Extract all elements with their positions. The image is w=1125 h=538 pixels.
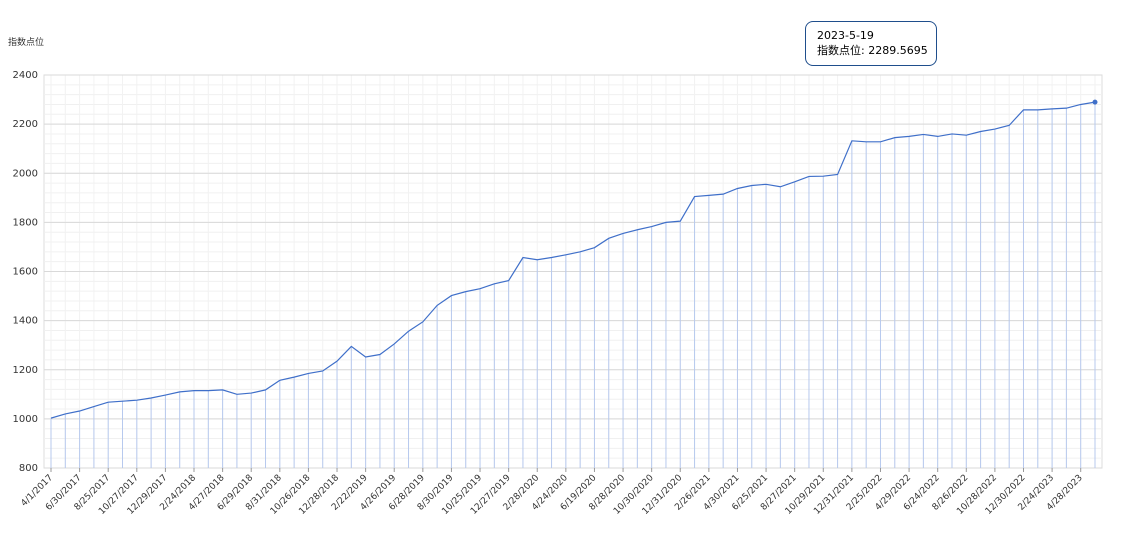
y-tick-label: 1200 [13,365,38,376]
y-tick-label: 800 [19,463,38,474]
y-tick-label: 1400 [13,316,38,327]
y-tick-label: 1800 [13,217,38,228]
y-tick-label: 1000 [13,414,38,425]
y-tick-label: 2400 [13,70,38,81]
series-line [50,101,1096,419]
highlight-point [1092,99,1098,105]
tooltip-text: 指数点位: 2289.5695 [817,44,928,57]
y-axis-label: 指数点位 [8,36,44,48]
y-tick-label: 2000 [13,168,38,179]
tooltip: 2023-5-19 指数点位: 2289.5695 [805,21,937,66]
tooltip-date: 2023-5-19 [817,29,874,42]
y-tick-label: 1600 [13,267,38,278]
y-tick-label: 2200 [13,119,38,130]
